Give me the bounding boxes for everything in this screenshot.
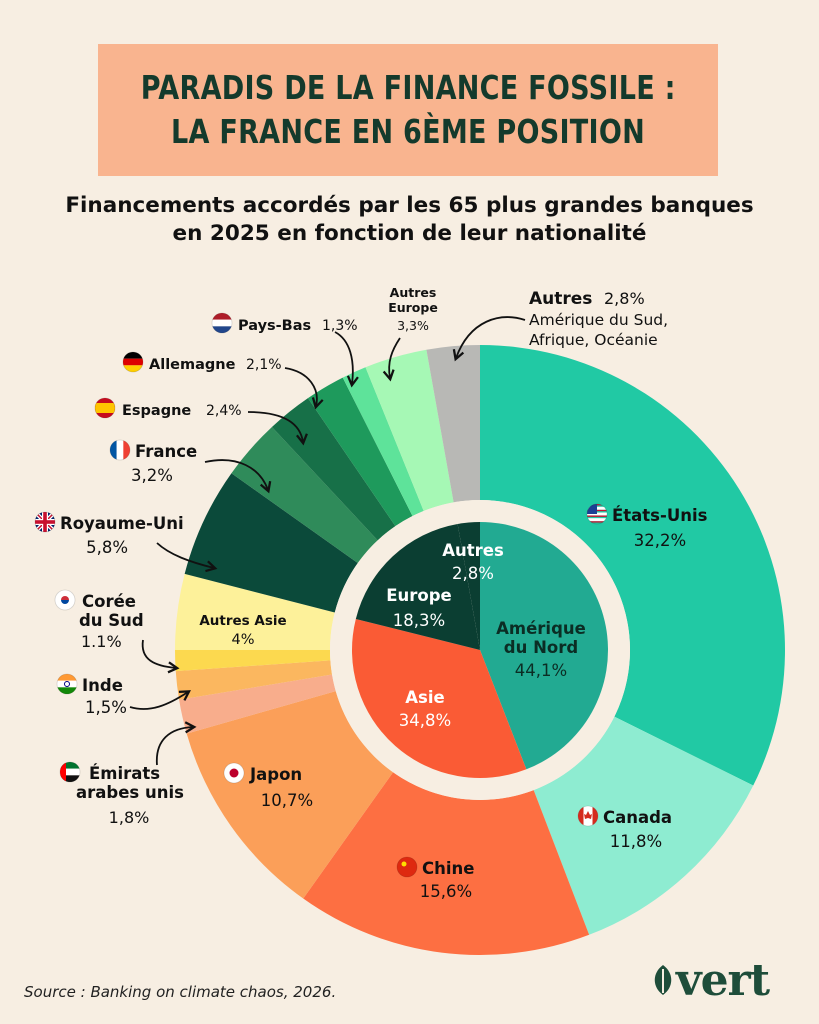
value-autres-europe: 3,3% xyxy=(397,318,429,333)
outer-slice-japon xyxy=(186,691,394,899)
flag-nl-icon xyxy=(211,312,233,334)
inner-label-amerique-du-nord-line-1: Amérique xyxy=(496,619,586,638)
inner-value-europe: 18,3% xyxy=(393,611,445,630)
inner-label-asie: Asie xyxy=(405,688,444,707)
label-japon: Japon xyxy=(249,765,302,784)
flag-us-icon xyxy=(586,503,608,525)
label-autres-europe-line-2: Europe xyxy=(388,300,438,315)
label-autres-asie: Autres Asie xyxy=(199,613,286,629)
inner-value-autres: 2,8% xyxy=(452,564,494,583)
label-canada: Canada xyxy=(603,808,672,827)
note-autres-line-1: Amérique du Sud, xyxy=(529,311,668,329)
arrow-pays-bas xyxy=(334,331,359,388)
label-coree-line-1: Corée xyxy=(82,592,136,611)
label-autres-europe-line-1: Autres xyxy=(390,285,437,300)
outer-slice-pays-bas xyxy=(342,367,424,517)
callout-arrows xyxy=(129,316,526,766)
label-allemagne: Allemagne xyxy=(149,357,236,373)
slice-labels: États-Unis 32,2% Canada 11,8% Chine 15,6% Japo… xyxy=(34,285,708,901)
value-allemagne: 2,1% xyxy=(246,357,282,373)
outer-ring xyxy=(175,345,786,955)
inner-label-europe: Europe xyxy=(386,586,452,605)
outer-slice-autres xyxy=(426,345,480,503)
label-pays-bas: Pays-Bas xyxy=(238,318,311,334)
label-emirats-line-1: Émirats xyxy=(89,764,160,783)
outer-slice-royaume-uni xyxy=(184,473,358,613)
inner-slice-autres xyxy=(457,522,480,650)
value-royaume-uni: 5,8% xyxy=(86,538,128,557)
value-coree-du-sud: 1.1% xyxy=(81,632,122,651)
subtitle-line-1: Financements accordés par les 65 plus gr… xyxy=(65,193,754,218)
label-royaume-uni: Royaume-Uni xyxy=(60,514,184,533)
value-emirats: 1,8% xyxy=(109,808,150,827)
arrow-emirats xyxy=(156,721,197,766)
chart-subtitle: Financements accordés par les 65 plus gr… xyxy=(0,192,819,248)
value-france: 3,2% xyxy=(131,466,173,485)
value-etats-unis: 32,2% xyxy=(634,531,686,550)
vert-logo: vert xyxy=(650,952,800,1008)
subtitle-line-2: en 2025 en fonction de leur nationalité xyxy=(172,221,647,246)
inner-slice-asie xyxy=(351,618,527,779)
inner-label-autres: Autres xyxy=(442,541,504,560)
arrow-coree xyxy=(141,639,180,674)
value-autres-outer: 2,8% xyxy=(604,289,645,308)
outer-slice-inde xyxy=(175,660,333,700)
inner-slice-amerique-du-nord xyxy=(480,522,609,770)
flag-de-icon xyxy=(122,351,144,373)
flag-ae-icon xyxy=(59,761,81,783)
value-inde: 1,5% xyxy=(85,698,127,717)
title-line-2: LA FRANCE EN 6ÈME POSITION xyxy=(171,112,645,151)
flag-es-icon xyxy=(94,397,116,419)
arrow-inde xyxy=(129,690,191,710)
label-france: France xyxy=(135,442,197,461)
leaf-icon xyxy=(654,965,672,995)
outer-slice-autres-asie xyxy=(175,573,335,650)
value-espagne: 2,4% xyxy=(206,403,242,419)
outer-slice-etats-unis xyxy=(480,345,786,786)
title-line-1: PARADIS DE LA FINANCE FOSSILE : xyxy=(140,68,676,107)
label-chine: Chine xyxy=(422,859,474,878)
outer-slice-france xyxy=(231,426,378,564)
outer-slice-chine xyxy=(303,772,590,955)
label-autres-outer: Autres xyxy=(529,289,592,309)
title-banner: PARADIS DE LA FINANCE FOSSILE : LA FRANC… xyxy=(98,44,718,176)
inner-slice-europe xyxy=(355,523,480,650)
label-inde: Inde xyxy=(82,676,123,695)
arrow-autres xyxy=(452,316,526,362)
inner-ring xyxy=(351,522,609,779)
outer-slice-autres-europe xyxy=(365,349,454,511)
inner-value-asie: 34,8% xyxy=(399,711,451,730)
note-autres-line-2: Afrique, Océanie xyxy=(529,331,658,349)
inner-label-amerique-du-nord-line-2: du Nord xyxy=(504,638,578,657)
logo-text: vert xyxy=(676,954,770,1006)
flag-ca-icon xyxy=(577,805,599,827)
flag-kr-icon xyxy=(54,589,76,611)
value-canada: 11,8% xyxy=(610,832,662,851)
value-pays-bas: 1,3% xyxy=(322,318,358,334)
arrow-france xyxy=(204,459,272,494)
source-note: Source : Banking on climate chaos, 2026. xyxy=(24,983,337,1001)
outer-slice-canada xyxy=(533,716,754,935)
value-chine: 15,6% xyxy=(420,882,472,901)
flag-cn-icon xyxy=(396,856,418,878)
label-espagne: Espagne xyxy=(122,403,191,419)
flag-jp-icon xyxy=(223,762,245,784)
value-autres-asie: 4% xyxy=(231,632,254,648)
outer-slice-emirats-arabes-unis xyxy=(179,674,336,734)
outer-slice-coree-du-sud xyxy=(175,650,331,672)
flag-in-icon xyxy=(56,673,78,695)
arrow-royaume-uni xyxy=(156,542,218,573)
flag-fr-icon xyxy=(109,439,131,461)
outer-slice-allemagne xyxy=(307,377,413,527)
inner-value-amerique-du-nord: 44,1% xyxy=(515,661,567,680)
arrow-allemagne xyxy=(284,367,324,410)
label-coree-line-2: du Sud xyxy=(79,611,144,630)
value-japon: 10,7% xyxy=(261,791,313,810)
label-etats-unis: États-Unis xyxy=(612,506,708,525)
arrow-espagne xyxy=(247,411,308,446)
arrow-autres-europe xyxy=(382,337,401,382)
flag-gb-icon xyxy=(34,511,56,533)
label-emirats-line-2: arabes unis xyxy=(76,783,184,802)
